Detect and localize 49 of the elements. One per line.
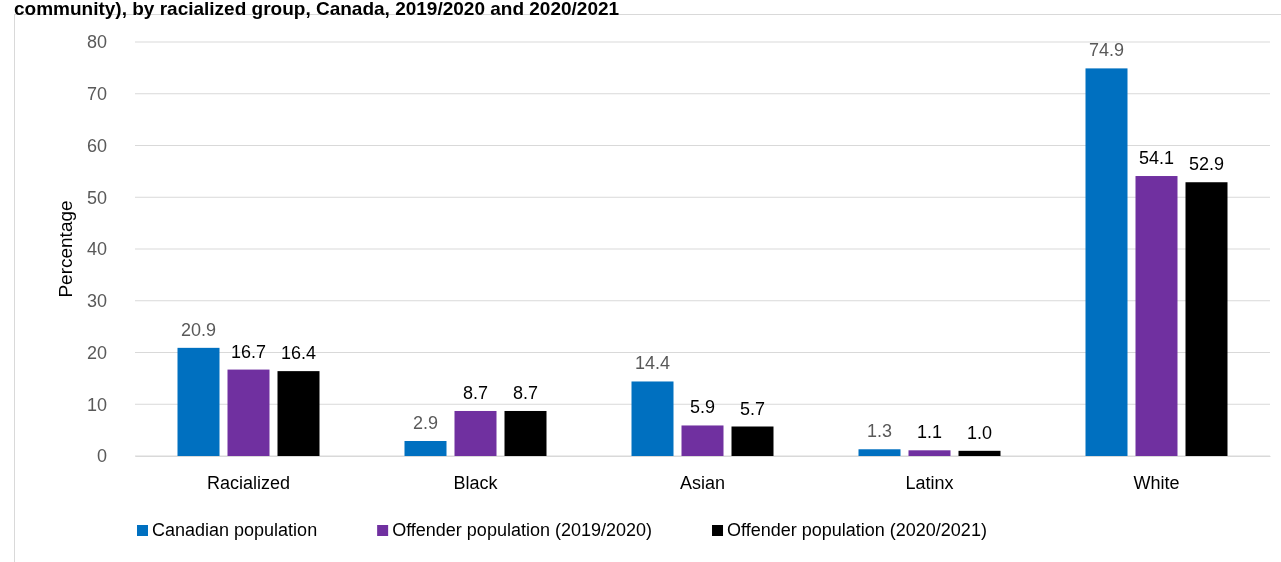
bar	[177, 347, 220, 456]
bar	[681, 425, 724, 456]
bar	[454, 410, 497, 456]
y-tick-label: 70	[86, 84, 107, 105]
data-label: 16.4	[280, 343, 317, 364]
y-tick-label: 60	[86, 135, 107, 156]
data-label: 5.9	[689, 397, 716, 418]
data-label: 1.1	[916, 422, 943, 443]
bar	[1085, 68, 1128, 456]
y-tick-label: 50	[86, 187, 107, 208]
bar	[958, 450, 1001, 456]
bar	[504, 410, 547, 456]
x-tick-label: Black	[453, 472, 499, 493]
data-label: 8.7	[462, 382, 489, 403]
bar	[1185, 182, 1228, 456]
data-label: 54.1	[1138, 148, 1175, 169]
y-axis-title: Percentage	[55, 200, 76, 298]
data-label: 8.7	[512, 382, 539, 403]
bar	[277, 371, 320, 456]
data-label: 20.9	[180, 319, 217, 340]
bar	[908, 450, 951, 456]
x-tick-label: Racialized	[206, 472, 291, 493]
legend-label: Offender population (2019/2020)	[392, 520, 653, 540]
data-label: 1.3	[866, 421, 893, 442]
bar	[227, 369, 270, 456]
data-label: 5.7	[739, 398, 766, 419]
data-label: 16.7	[230, 341, 267, 362]
y-tick-label: 20	[86, 342, 107, 363]
data-label: 52.9	[1188, 154, 1225, 175]
bar	[631, 381, 674, 456]
bar	[1135, 176, 1178, 456]
x-tick-label: Latinx	[905, 472, 954, 493]
chart-title: community), by racialized group, Canada, 2019/2020 and 2020/2021	[14, 0, 620, 19]
x-tick-label: White	[1133, 472, 1180, 493]
data-label: 14.4	[634, 353, 671, 374]
data-label: 74.9	[1088, 40, 1125, 61]
data-label: 1.0	[966, 422, 993, 443]
bar	[404, 440, 447, 456]
x-tick-label: Asian	[679, 472, 726, 493]
y-tick-label: 40	[86, 239, 107, 260]
bar	[731, 426, 774, 456]
bar	[858, 449, 901, 456]
y-tick-label: 10	[86, 394, 107, 415]
data-label: 2.9	[412, 412, 439, 433]
legend-label: Offender population (2020/2021)	[727, 520, 987, 540]
y-tick-label: 80	[86, 32, 107, 53]
y-tick-label: 0	[96, 446, 107, 467]
legend-label: Canadian population	[152, 520, 318, 540]
y-tick-label: 30	[86, 291, 107, 312]
